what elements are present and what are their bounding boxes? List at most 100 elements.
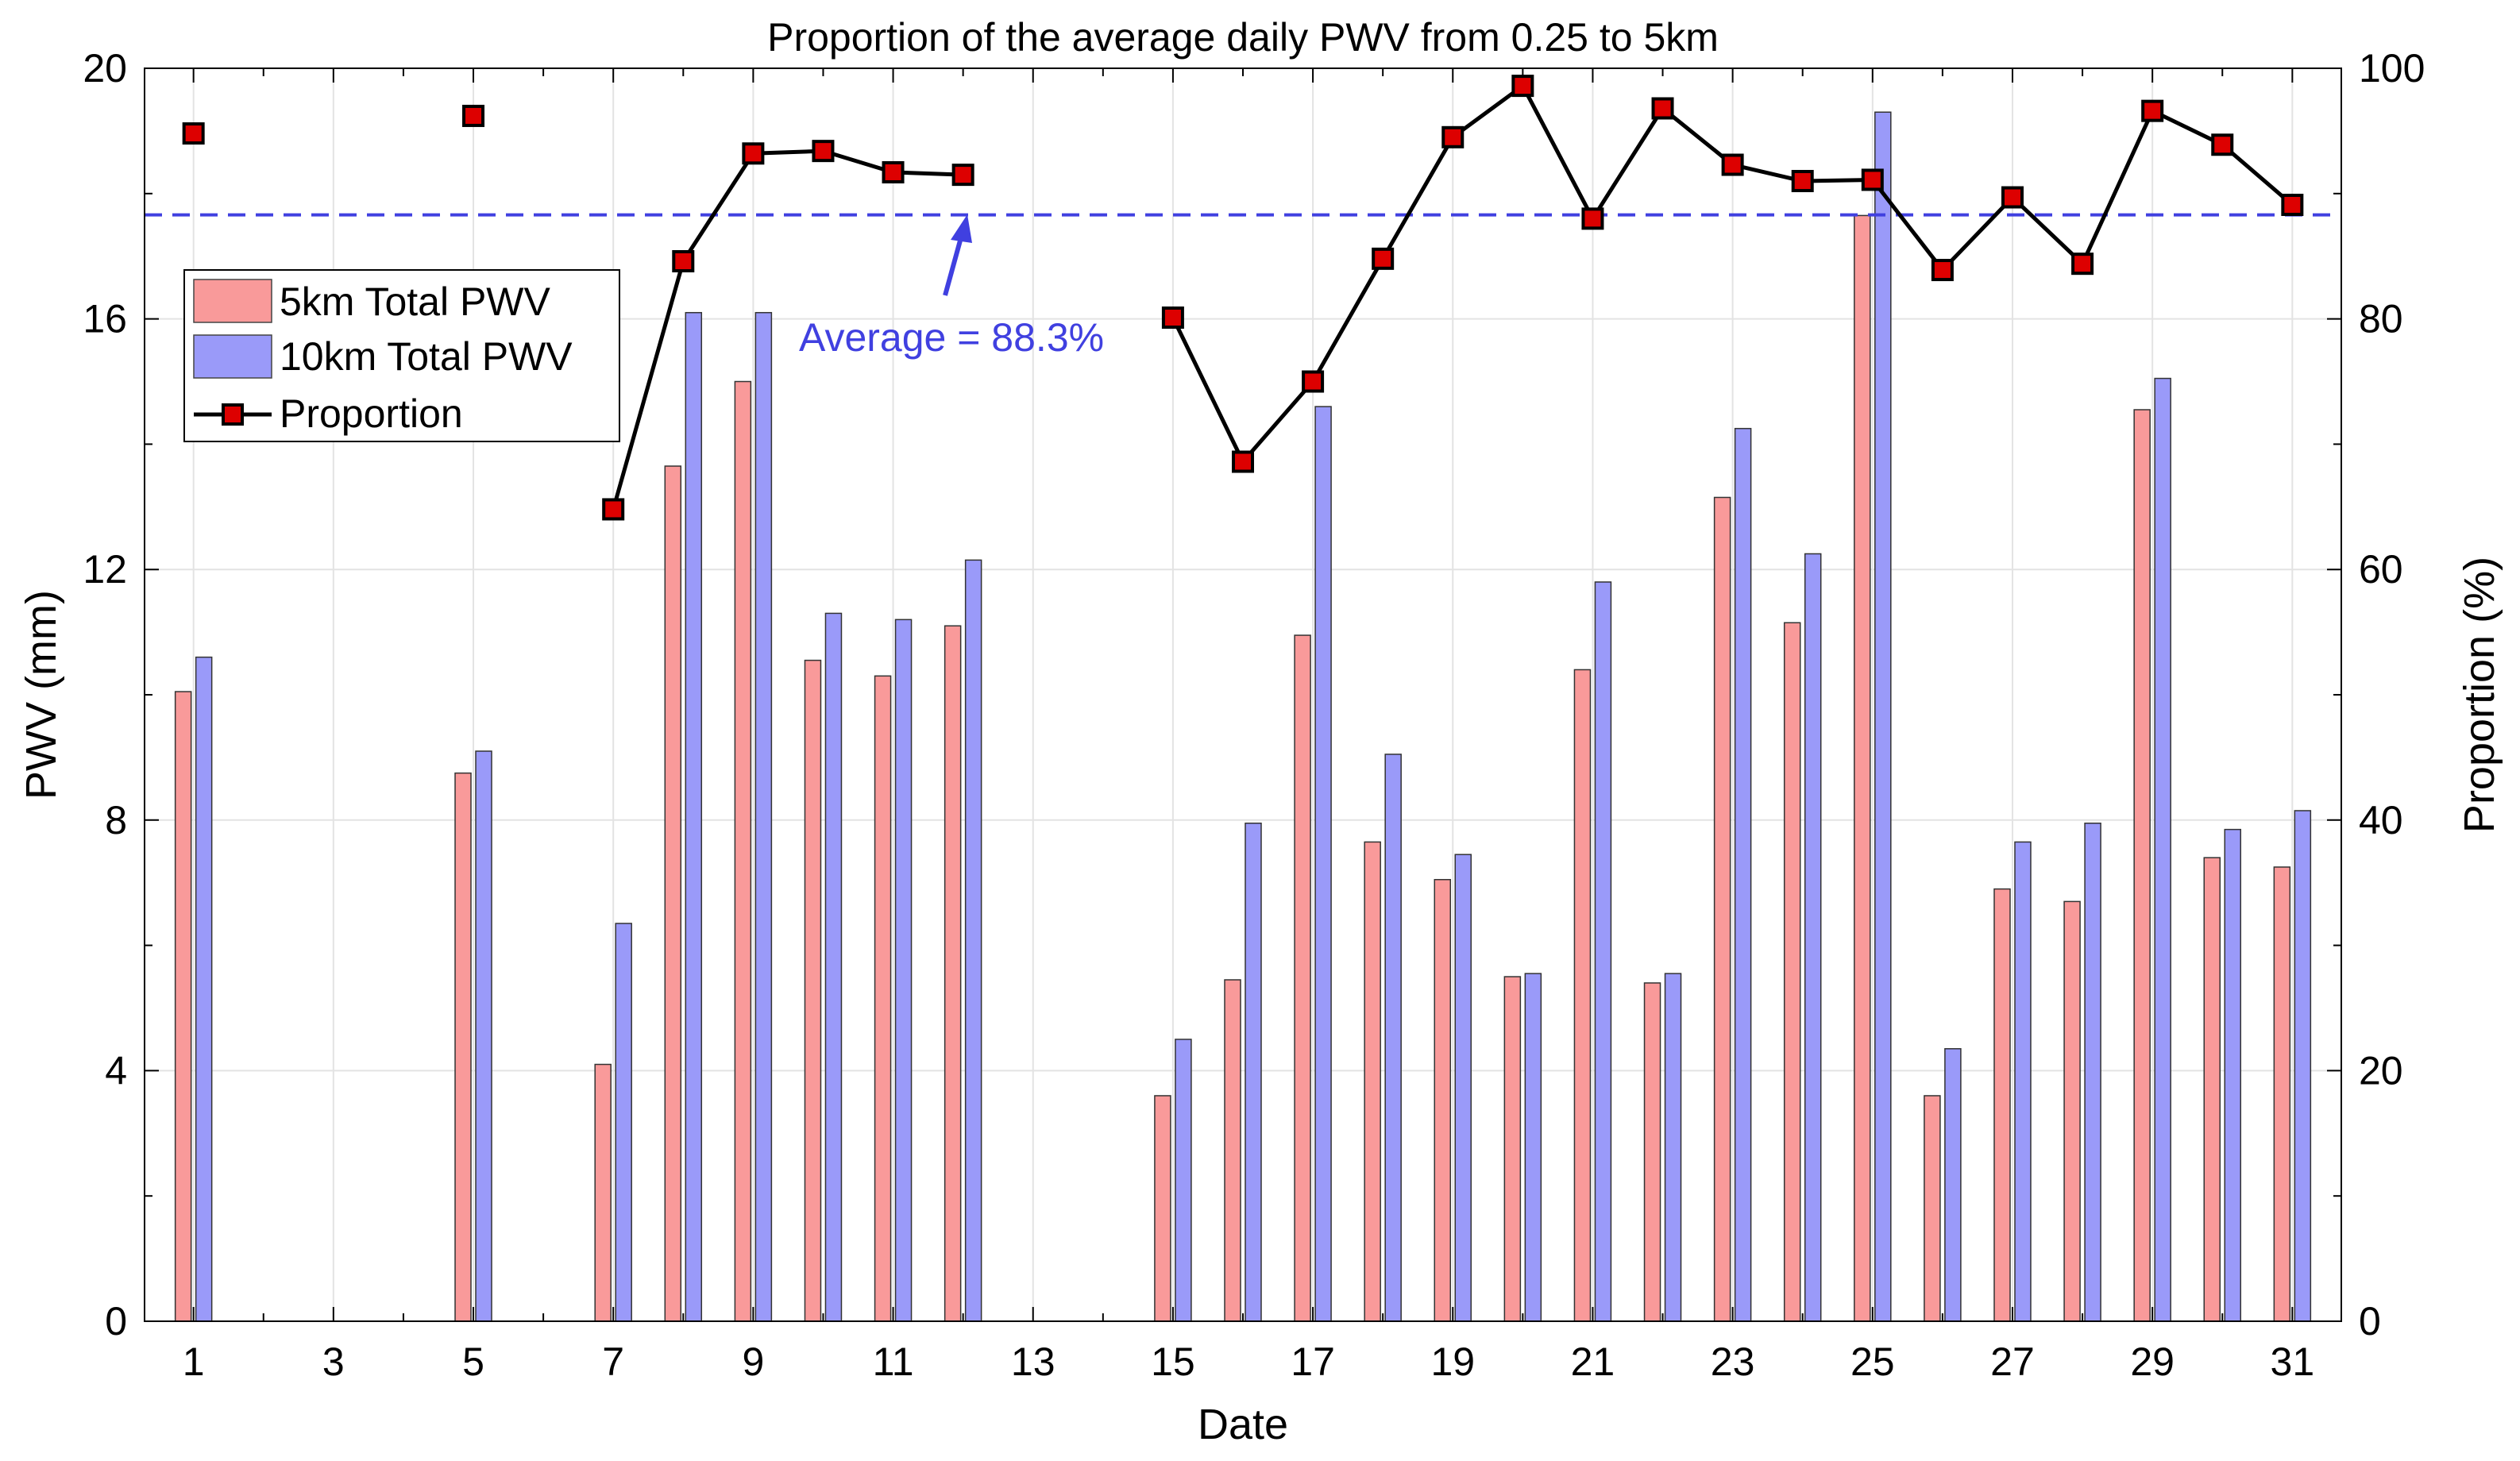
x-tick-label: 27 <box>1990 1340 2035 1384</box>
bar-5km-total-pwv <box>2063 900 2081 1322</box>
bar-10km-total-pwv <box>1524 973 1542 1322</box>
legend-marker-proportion <box>222 403 244 426</box>
bar-10km-total-pwv <box>754 311 773 1322</box>
bar-10km-total-pwv <box>894 619 913 1322</box>
bar-5km-total-pwv <box>734 380 752 1322</box>
x-tick-label: 29 <box>2130 1340 2175 1384</box>
bar-10km-total-pwv <box>2084 822 2101 1322</box>
x-tick-label: 25 <box>1850 1340 1895 1384</box>
y2-tick-label: 20 <box>2359 1048 2403 1093</box>
y2-tick-label: 60 <box>2359 547 2403 592</box>
legend-label-5km: 5km Total PWV <box>280 279 550 324</box>
proportion-marker <box>2211 133 2234 156</box>
bar-10km-total-pwv <box>1804 553 1822 1322</box>
tick-layer <box>145 67 2341 1322</box>
proportion-marker <box>742 142 765 165</box>
bar-5km-total-pwv <box>1924 1095 1941 1322</box>
proportion-marker <box>1302 370 1325 393</box>
proportion-marker <box>1161 306 1184 330</box>
bar-5km-total-pwv <box>1503 976 1522 1322</box>
y-tick-label: 0 <box>105 1299 127 1343</box>
proportion-line <box>611 148 963 511</box>
proportion-marker <box>1441 125 1465 148</box>
proportion-marker <box>1232 450 1254 473</box>
x-tick-label: 31 <box>2271 1340 2315 1384</box>
bar-10km-total-pwv <box>2224 828 2241 1322</box>
y-tick-label: 12 <box>83 547 127 592</box>
bar-10km-total-pwv <box>475 750 492 1322</box>
bar-5km-total-pwv <box>804 659 822 1322</box>
bar-5km-total-pwv <box>2203 857 2221 1322</box>
legend-label-10km: 10km Total PWV <box>280 334 573 379</box>
y2-tick-label: 100 <box>2359 46 2425 91</box>
bar-10km-total-pwv <box>2014 841 2032 1322</box>
x-tick-label: 5 <box>462 1340 484 1384</box>
x-tick-label: 7 <box>602 1340 624 1384</box>
proportion-marker <box>2001 186 2024 209</box>
legend: 5km Total PWV 10km Total PWV Proportion <box>183 269 620 442</box>
average-arrow-shaft <box>943 231 965 296</box>
bar-5km-total-pwv <box>1713 496 1731 1322</box>
bar-5km-total-pwv <box>2273 866 2291 1322</box>
bar-10km-total-pwv <box>1384 754 1402 1322</box>
bar-10km-total-pwv <box>1734 427 1752 1322</box>
bar-5km-total-pwv <box>1364 841 1381 1322</box>
proportion-marker <box>672 250 695 273</box>
bar-5km-total-pwv <box>1434 879 1452 1322</box>
bar-5km-total-pwv <box>944 625 962 1322</box>
bar-10km-total-pwv <box>2154 377 2171 1322</box>
proportion-marker <box>2071 252 2094 276</box>
x-tick-label: 3 <box>322 1340 345 1384</box>
x-tick-label: 13 <box>1011 1340 1055 1384</box>
bar-5km-total-pwv <box>2133 409 2151 1322</box>
bar-5km-total-pwv <box>1854 214 1871 1322</box>
bar-5km-total-pwv <box>1643 982 1661 1322</box>
proportion-marker <box>1651 97 1674 120</box>
y2-tick-label: 40 <box>2359 798 2403 842</box>
proportion-marker <box>882 160 905 183</box>
x-tick-label: 9 <box>742 1340 764 1384</box>
label-layer: 1 3 5 7 9 11 13 15 17 19 21 23 25 27 29 310481216200204… <box>83 46 2425 1384</box>
bar-5km-total-pwv <box>1993 888 2011 1322</box>
legend-label-proportion: Proportion <box>280 391 463 436</box>
bar-5km-total-pwv <box>664 465 682 1322</box>
bar-5km-total-pwv <box>874 675 892 1322</box>
x-tick-label: 1 <box>183 1340 205 1384</box>
bar-5km-total-pwv <box>1294 634 1311 1322</box>
bar-10km-total-pwv <box>1245 822 1262 1322</box>
proportion-marker <box>182 122 205 145</box>
bar-10km-total-pwv <box>1175 1039 1192 1322</box>
bar-10km-total-pwv <box>195 656 213 1322</box>
bar-10km-total-pwv <box>964 559 982 1322</box>
x-tick-label: 23 <box>1711 1340 1755 1384</box>
bar-10km-total-pwv <box>615 923 632 1322</box>
y-tick-label: 16 <box>83 297 127 341</box>
bar-5km-total-pwv <box>1573 669 1592 1322</box>
legend-swatch-5km <box>193 279 272 323</box>
proportion-marker <box>2141 99 2164 122</box>
legend-swatch-10km <box>193 334 272 379</box>
proportion-marker <box>951 164 974 187</box>
bar-10km-total-pwv <box>1594 581 1612 1322</box>
bar-10km-total-pwv <box>824 612 843 1322</box>
proportion-marker <box>462 104 485 127</box>
line-layer <box>182 75 2304 521</box>
x-tick-label: 17 <box>1291 1340 1335 1384</box>
y-tick-label: 8 <box>105 798 127 842</box>
bar-5km-total-pwv <box>594 1063 612 1322</box>
proportion-marker <box>1791 170 1814 193</box>
bar-10km-total-pwv <box>1664 973 1682 1322</box>
x-tick-label: 11 <box>873 1340 914 1384</box>
average-annotation: Average = 88.3% <box>799 315 1104 360</box>
bar-5km-total-pwv <box>1224 979 1241 1322</box>
bar-10km-total-pwv <box>1454 854 1472 1322</box>
x-tick-label: 19 <box>1430 1340 1475 1384</box>
bar-10km-total-pwv <box>1944 1048 1962 1322</box>
proportion-marker <box>1581 207 1604 230</box>
x-tick-label: 21 <box>1571 1340 1615 1384</box>
bar-5km-total-pwv <box>454 772 472 1322</box>
proportion-marker <box>1861 168 1884 191</box>
bar-10km-total-pwv <box>685 311 703 1322</box>
bar-10km-total-pwv <box>1314 406 1332 1322</box>
bar-layer <box>174 111 2312 1322</box>
